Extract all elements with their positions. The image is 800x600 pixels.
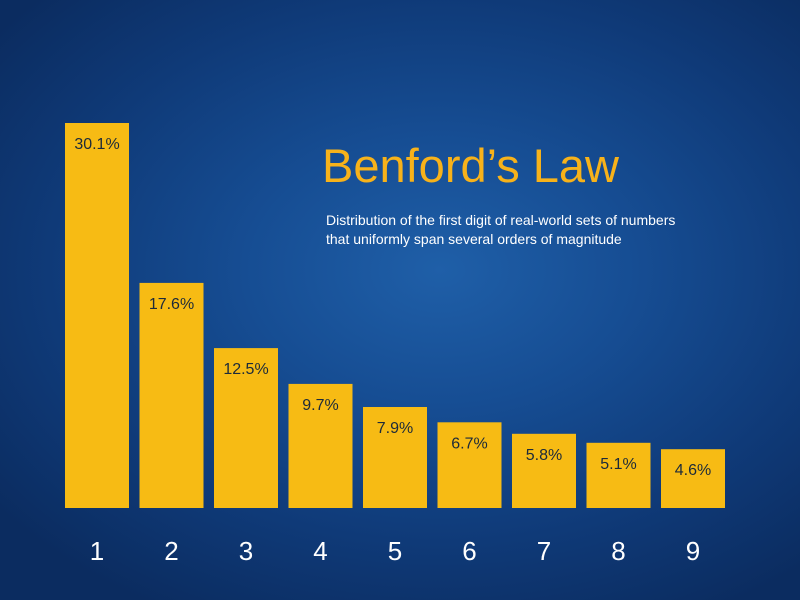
data-label-digit-4: 9.7% bbox=[302, 397, 338, 414]
bar-digit-6 bbox=[437, 422, 502, 508]
bar-digit-5 bbox=[363, 407, 427, 508]
data-labels-group: 30.1% 17.6% 12.5% 9.7% 7.9% 6.7% 5.8% 5.1% 4.6% bbox=[74, 136, 711, 479]
x-tick-label-4: 4 bbox=[313, 536, 327, 566]
data-label-digit-8: 5.1% bbox=[600, 456, 636, 473]
chart-subtitle: Distribution of the first digit of real-… bbox=[326, 211, 746, 249]
bar-digit-3 bbox=[214, 348, 278, 508]
x-tick-label-9: 9 bbox=[686, 536, 700, 566]
data-label-digit-3: 12.5% bbox=[223, 361, 268, 378]
x-tick-label-1: 1 bbox=[90, 536, 104, 566]
bar-digit-2 bbox=[139, 282, 204, 508]
x-tick-label-7: 7 bbox=[537, 536, 551, 566]
bar-digit-1 bbox=[65, 123, 129, 508]
x-tick-label-6: 6 bbox=[462, 536, 476, 566]
chart-subtitle-line-1: Distribution of the first digit of real-… bbox=[326, 212, 676, 228]
x-axis-tick-labels: 1 2 3 4 5 6 7 8 9 bbox=[90, 536, 700, 566]
x-tick-label-2: 2 bbox=[164, 536, 178, 566]
x-tick-label-5: 5 bbox=[388, 536, 402, 566]
data-label-digit-5: 7.9% bbox=[377, 420, 413, 437]
bars-group bbox=[65, 123, 725, 508]
data-label-digit-6: 6.7% bbox=[451, 435, 487, 452]
bar-digit-8 bbox=[586, 442, 651, 508]
chart-title: Benford’s Law bbox=[322, 139, 619, 192]
bar-digit-4 bbox=[288, 383, 353, 508]
bar-digit-7 bbox=[512, 433, 576, 508]
data-label-digit-1: 30.1% bbox=[74, 136, 119, 153]
bar-digit-9 bbox=[661, 449, 725, 508]
data-label-digit-2: 17.6% bbox=[149, 296, 194, 313]
data-label-digit-7: 5.8% bbox=[526, 447, 562, 464]
chart-subtitle-line-2: that uniformly span several orders of ma… bbox=[326, 231, 622, 247]
x-tick-label-8: 8 bbox=[611, 536, 625, 566]
x-tick-label-3: 3 bbox=[239, 536, 253, 566]
data-label-digit-9: 4.6% bbox=[675, 462, 711, 479]
